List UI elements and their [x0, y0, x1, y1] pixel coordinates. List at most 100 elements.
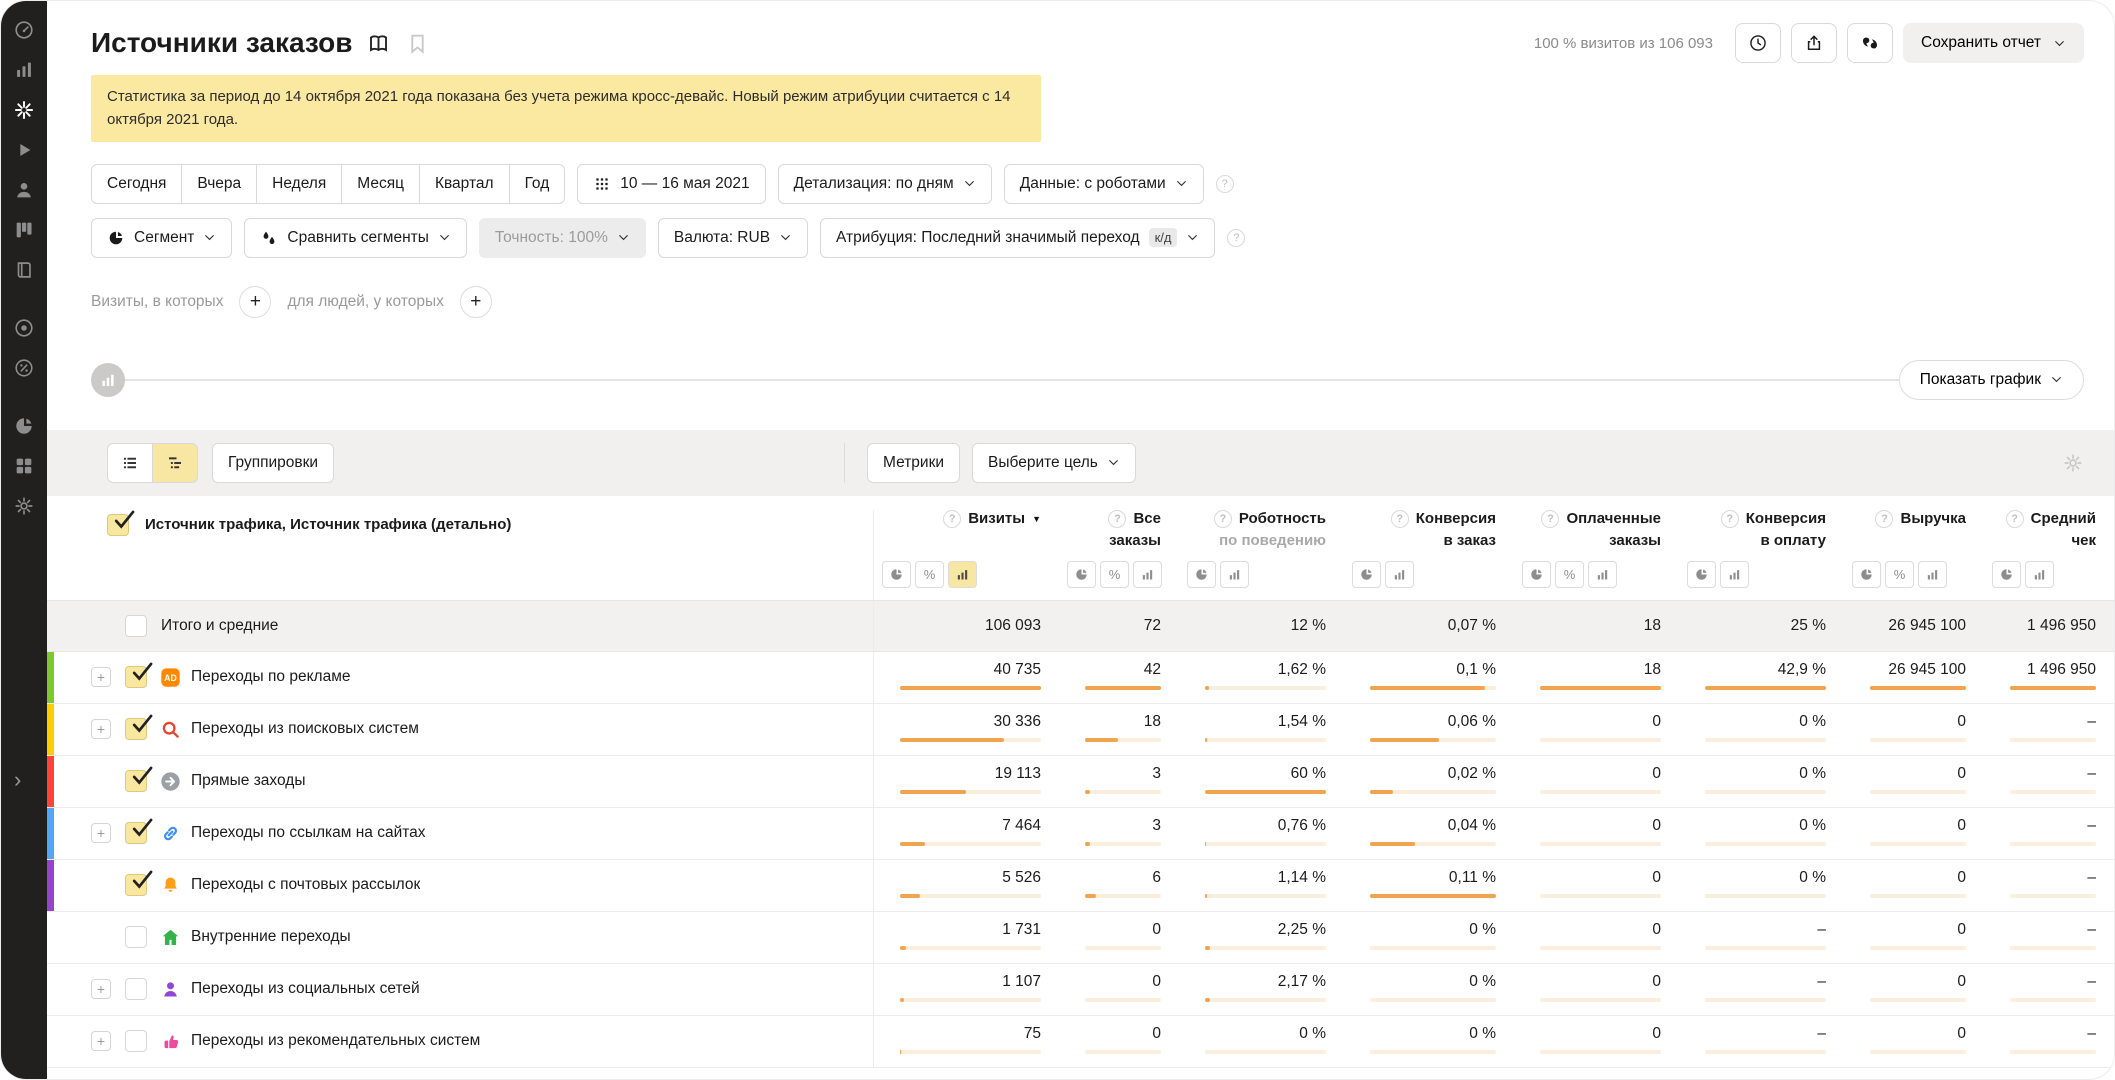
save-report-button[interactable]: Сохранить отчет — [1903, 23, 2084, 63]
period-preset-5[interactable]: Год — [508, 163, 566, 204]
view-pie-toggle[interactable] — [882, 560, 911, 588]
chart-knob-handle[interactable] — [91, 362, 125, 397]
period-preset-1[interactable]: Вчера — [181, 163, 258, 204]
row-checkbox[interactable] — [125, 766, 153, 792]
export-button[interactable] — [1791, 23, 1837, 63]
bookmark-icon[interactable] — [405, 31, 430, 56]
row-label[interactable]: Переходы с почтовых рассылок — [191, 876, 421, 893]
expand-button[interactable]: + — [91, 719, 111, 739]
help-icon[interactable]: ? — [1875, 509, 1894, 528]
column-header-6[interactable]: ? Выручка% — [1844, 509, 1984, 600]
view-pie-toggle[interactable] — [1852, 560, 1881, 588]
row-checkbox[interactable] — [125, 978, 147, 1000]
expand-button[interactable]: + — [91, 979, 111, 999]
glossary-book-icon[interactable] — [366, 31, 391, 56]
sidebar-expand-chevron-icon[interactable]: › — [14, 767, 22, 792]
sidebar-item-gear-icon[interactable] — [11, 493, 37, 519]
segment-dropdown[interactable]: Сегмент — [91, 217, 233, 258]
view-percent-toggle[interactable]: % — [915, 560, 944, 588]
history-button[interactable] — [1735, 23, 1781, 63]
select-all-checkbox[interactable] — [107, 510, 135, 536]
sidebar-item-pie-icon[interactable] — [11, 413, 37, 439]
sidebar-item-user-icon[interactable] — [11, 177, 37, 203]
expand-button[interactable]: + — [91, 1031, 111, 1051]
date-range-button[interactable]: 10 — 16 мая 2021 — [577, 163, 766, 204]
add-people-condition-button[interactable]: + — [459, 285, 492, 318]
column-header-4[interactable]: ? Оплаченные заказы% — [1514, 509, 1679, 600]
row-label[interactable]: Переходы по ссылкам на сайтах — [191, 824, 426, 841]
row-checkbox[interactable] — [125, 926, 147, 948]
sidebar-item-target-icon[interactable] — [11, 315, 37, 341]
column-header-3[interactable]: ? Конверсия в заказ — [1344, 509, 1514, 600]
view-bar-toggle[interactable] — [2025, 560, 2054, 588]
row-checkbox[interactable] — [125, 662, 153, 688]
compare-segments-dropdown[interactable]: Сравнить сегменты — [244, 217, 467, 258]
row-label[interactable]: Переходы из социальных сетей — [191, 980, 420, 997]
row-label[interactable]: Переходы из поисковых систем — [191, 720, 419, 737]
accuracy-dropdown[interactable]: Точность: 100% — [478, 217, 646, 258]
view-pie-toggle[interactable] — [1067, 560, 1096, 588]
view-bar-toggle[interactable] — [1385, 560, 1414, 588]
view-pie-toggle[interactable] — [1687, 560, 1716, 588]
view-bar-toggle[interactable] — [1133, 560, 1162, 588]
help-icon[interactable]: ? — [1227, 228, 1246, 247]
feedback-button[interactable] — [1847, 23, 1893, 63]
row-checkbox[interactable] — [125, 818, 153, 844]
view-pie-toggle[interactable] — [1187, 560, 1216, 588]
add-visit-condition-button[interactable]: + — [239, 285, 272, 318]
choose-goal-dropdown[interactable]: Выберите цель — [972, 442, 1136, 483]
help-icon[interactable]: ? — [1215, 174, 1234, 193]
help-icon[interactable]: ? — [1108, 509, 1127, 528]
sidebar-item-metrica-logo-icon[interactable] — [11, 97, 37, 123]
tree-view-toggle[interactable] — [152, 442, 198, 483]
groupings-button[interactable]: Группировки — [212, 442, 335, 483]
row-checkbox[interactable] — [125, 870, 153, 896]
expand-button[interactable]: + — [91, 823, 111, 843]
period-preset-3[interactable]: Месяц — [341, 163, 420, 204]
view-bar-toggle[interactable] — [948, 560, 977, 588]
view-bar-toggle[interactable] — [1720, 560, 1749, 588]
help-icon[interactable]: ? — [1720, 509, 1739, 528]
period-preset-2[interactable]: Неделя — [256, 163, 343, 204]
column-header-5[interactable]: ? Конверсия в оплату — [1679, 509, 1844, 600]
column-header-1[interactable]: ? Все заказы% — [1059, 509, 1179, 600]
view-pie-toggle[interactable] — [1992, 560, 2021, 588]
help-icon[interactable]: ? — [1541, 509, 1560, 528]
view-bar-toggle[interactable] — [1220, 560, 1249, 588]
column-header-0[interactable]: ? Визиты ▼% — [874, 509, 1059, 600]
sidebar-item-columns-icon[interactable] — [11, 217, 37, 243]
metrics-button[interactable]: Метрики — [867, 442, 961, 483]
expand-button[interactable]: + — [91, 667, 111, 687]
view-pie-toggle[interactable] — [1352, 560, 1381, 588]
row-label[interactable]: Внутренние переходы — [191, 928, 351, 945]
view-pie-toggle[interactable] — [1522, 560, 1551, 588]
sidebar-item-bar-chart-icon[interactable] — [11, 57, 37, 83]
sidebar-item-dashboard-icon[interactable] — [11, 17, 37, 43]
help-icon[interactable]: ? — [2005, 509, 2024, 528]
row-label[interactable]: Прямые заходы — [191, 772, 306, 789]
totals-checkbox[interactable] — [125, 614, 147, 637]
row-checkbox[interactable] — [125, 714, 153, 740]
help-icon[interactable]: ? — [1213, 509, 1232, 528]
currency-dropdown[interactable]: Валюта: RUB — [657, 217, 809, 258]
sidebar-item-book-icon[interactable] — [11, 257, 37, 283]
list-view-toggle[interactable] — [107, 442, 153, 483]
column-header-2[interactable]: ? Роботность по поведению — [1179, 509, 1344, 600]
sidebar-item-play-icon[interactable] — [11, 137, 37, 163]
help-icon[interactable]: ? — [1390, 509, 1409, 528]
detalization-dropdown[interactable]: Детализация: по дням — [777, 163, 992, 204]
view-percent-toggle[interactable]: % — [1100, 560, 1129, 588]
period-preset-4[interactable]: Квартал — [418, 163, 510, 204]
view-bar-toggle[interactable] — [1918, 560, 1947, 588]
column-header-7[interactable]: ? Средний чек — [1984, 509, 2114, 600]
row-label[interactable]: Переходы из рекомендательных систем — [191, 1032, 481, 1049]
help-icon[interactable]: ? — [943, 509, 962, 528]
row-label[interactable]: Переходы по рекламе — [191, 668, 351, 685]
period-preset-0[interactable]: Сегодня — [91, 163, 183, 204]
data-mode-dropdown[interactable]: Данные: с роботами — [1003, 163, 1204, 204]
view-percent-toggle[interactable]: % — [1885, 560, 1914, 588]
row-checkbox[interactable] — [125, 1030, 147, 1052]
table-settings-gear-icon[interactable] — [2062, 452, 2084, 474]
show-chart-button[interactable]: Показать график — [1898, 359, 2084, 400]
view-bar-toggle[interactable] — [1588, 560, 1617, 588]
